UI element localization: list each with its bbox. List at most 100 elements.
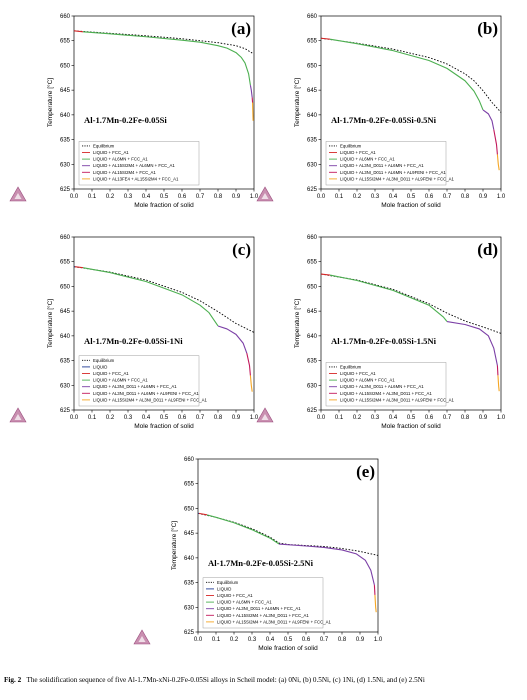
y-tick-label: 655 [60, 260, 71, 266]
series-line [74, 266, 84, 269]
x-axis-label: Mole fraction of solid [381, 202, 441, 209]
x-tick-label: 0.2 [353, 194, 362, 200]
x-tick-label: 0.3 [248, 637, 257, 643]
x-tick-label: 0.9 [232, 194, 241, 200]
legend-entry: LIQUID + FCC_A1 [340, 371, 376, 376]
x-tick-label: 0.1 [212, 637, 221, 643]
y-axis-label: Temperature [°C] [46, 299, 54, 348]
panel-letter: (a) [231, 19, 251, 38]
alloy-label: Al-1.7Mn-0.2Fe-0.05Si-2.5Ni [208, 558, 314, 568]
x-tick-label: 0.6 [178, 194, 187, 200]
x-tick-label: 0.7 [196, 194, 205, 200]
y-tick-label: 630 [60, 383, 71, 389]
x-tick-label: 0.1 [335, 415, 344, 421]
legend-box [78, 141, 200, 186]
series-line [497, 375, 500, 392]
chart-panel-b: 0.0 0.1 0.2 0.3 0.4 0.5 0.6 0.7 0.8 0.9 1.0 625 630 6… [256, 14, 506, 209]
x-tick-label: 0.2 [353, 415, 362, 421]
x-tick-label: 0.1 [88, 194, 97, 200]
y-tick-label: 625 [307, 408, 318, 414]
y-tick-label: 660 [307, 235, 318, 241]
legend-entry: LIQUID + AL6MN + FCC_A1 [340, 157, 395, 162]
series-line [496, 154, 500, 171]
y-tick-label: 635 [184, 581, 195, 587]
series-line [73, 30, 84, 33]
x-tick-label: 0.5 [284, 637, 293, 643]
alloy-label: Al-1.7Mn-0.2Fe-0.05Si [84, 115, 167, 125]
x-tick-label: 1.0 [374, 637, 383, 643]
panel-letter: (c) [232, 240, 251, 259]
panel-letter: (d) [477, 240, 498, 259]
y-axis-label: Temperature [°C] [170, 521, 178, 570]
x-tick-label: 0.0 [317, 194, 326, 200]
y-tick-label: 650 [184, 506, 195, 512]
legend-entry: LIQUID + FCC_A1 [340, 150, 376, 155]
y-tick-label: 645 [307, 88, 318, 94]
legend-entry: LIQUID + AL6MN + FCC_A1 [93, 157, 148, 162]
y-tick-label: 655 [307, 260, 318, 266]
figure-caption: Fig. 2 The solidification sequence of fi… [4, 676, 524, 685]
series-line [320, 37, 331, 40]
x-axis-label: Mole fraction of solid [258, 645, 318, 652]
x-tick-label: 1.0 [250, 415, 259, 421]
series-line [496, 365, 499, 376]
y-tick-label: 640 [307, 113, 318, 119]
x-tick-label: 0.4 [142, 415, 151, 421]
y-tick-label: 625 [307, 187, 318, 193]
panel-letter: (b) [477, 19, 498, 38]
legend-entry: LIQUID + AL6MN + FCC_A1 [217, 600, 272, 605]
chart-panel-e: 0.0 0.1 0.2 0.3 0.4 0.5 0.6 0.7 0.8 0.9 1.0 625 630 6… [133, 457, 383, 652]
y-tick-label: 650 [60, 63, 71, 69]
legend-entry: LIQUID [217, 586, 231, 591]
x-tick-label: 0.9 [479, 415, 488, 421]
series-line [206, 514, 280, 545]
thermo-logo-icon [256, 186, 274, 202]
series-line [329, 38, 484, 111]
x-tick-label: 1.0 [497, 415, 506, 421]
y-tick-label: 650 [60, 284, 71, 290]
legend-entry: Equilibrium [340, 364, 362, 369]
y-tick-label: 650 [307, 284, 318, 290]
x-tick-label: 0.7 [196, 415, 205, 421]
x-tick-label: 0.4 [142, 194, 151, 200]
series-line [249, 375, 253, 392]
x-tick-label: 0.0 [70, 415, 79, 421]
series-line [320, 273, 331, 276]
series-line [278, 543, 375, 586]
y-tick-label: 635 [307, 138, 318, 144]
y-tick-label: 625 [60, 187, 71, 193]
x-tick-label: 1.0 [497, 194, 506, 200]
alloy-label: Al-1.7Mn-0.2Fe-0.05Si-0.5Ni [331, 115, 437, 125]
legend-entry: LIQUID + AL15SI2M4 + AL3NI_D011 + AL9FEN… [340, 176, 454, 181]
x-tick-label: 0.3 [371, 194, 380, 200]
legend-entry: LIQUID + AL3NI_D011 + AL6MN + FCC_A1 [217, 606, 301, 611]
y-tick-label: 655 [184, 482, 195, 488]
series-line [249, 85, 253, 98]
x-axis-label: Mole fraction of solid [134, 423, 194, 430]
y-tick-label: 655 [307, 39, 318, 45]
x-tick-label: 0.7 [443, 194, 452, 200]
legend-entry: LIQUID + AL15SI2M4 + AL3NI_D011 + FCC_A1 [217, 613, 309, 618]
logo-inner [14, 414, 22, 420]
alloy-label: Al-1.7Mn-0.2Fe-0.05Si-1.5Ni [331, 336, 437, 346]
series-line [73, 30, 253, 54]
y-tick-label: 660 [60, 14, 71, 20]
legend-entry: LIQUID + AL15SI2M4 + AL3NI_D011 + AL9FEN… [217, 619, 331, 624]
x-axis-label: Mole fraction of solid [134, 202, 194, 209]
y-tick-label: 645 [60, 309, 71, 315]
x-tick-label: 0.3 [371, 415, 380, 421]
x-tick-label: 0.8 [214, 194, 223, 200]
legend-entry: LIQUID + FCC_A1 [93, 371, 129, 376]
x-tick-label: 0.5 [160, 415, 169, 421]
y-tick-label: 635 [60, 359, 71, 365]
logo-inner [261, 414, 269, 420]
y-tick-label: 630 [60, 162, 71, 168]
y-tick-label: 645 [184, 531, 195, 537]
series-line [82, 267, 219, 327]
x-tick-label: 0.0 [194, 637, 203, 643]
y-tick-label: 660 [307, 14, 318, 20]
legend-entry: LIQUID + AL15SI2M4 + AL3NI_D011 + FCC_A1 [340, 391, 432, 396]
y-tick-label: 640 [307, 334, 318, 340]
series-line [217, 325, 248, 354]
chart-panel-c: 0.0 0.1 0.2 0.3 0.4 0.5 0.6 0.7 0.8 0.9 1.0 625 630 6… [9, 235, 259, 430]
